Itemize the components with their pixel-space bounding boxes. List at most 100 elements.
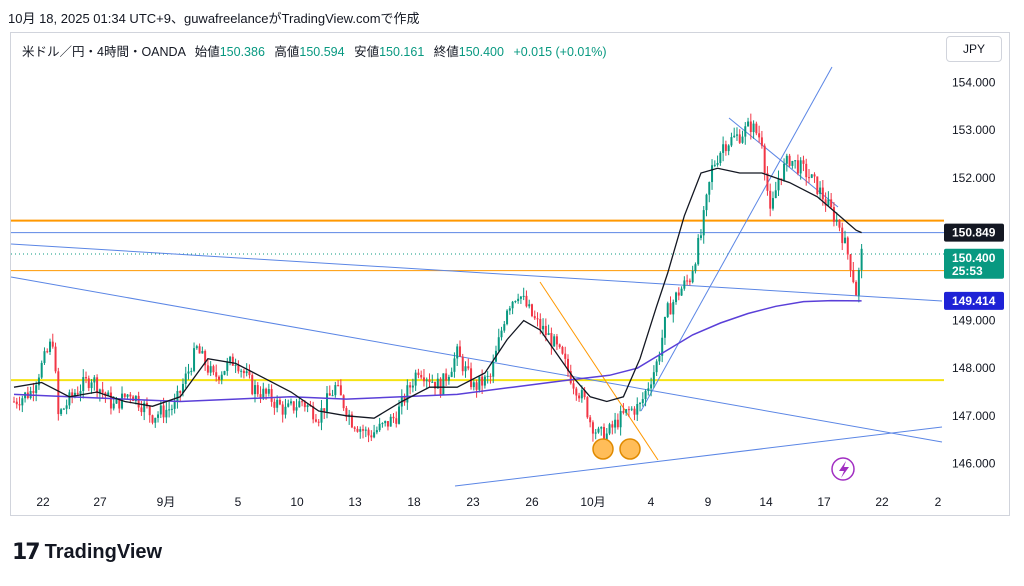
candle-body xyxy=(785,155,788,164)
candle-body xyxy=(464,366,467,372)
candle-body xyxy=(314,419,317,422)
candle-body xyxy=(594,432,597,434)
candle-body xyxy=(663,316,666,338)
candle-body xyxy=(697,237,700,265)
marker-circle xyxy=(619,438,641,460)
candle-body xyxy=(470,368,473,388)
candle-body xyxy=(821,187,824,200)
candle-body xyxy=(386,421,389,427)
time-axis-label: 13 xyxy=(348,495,362,509)
legend-close-label: 終値 xyxy=(433,45,459,59)
resistance-trendline xyxy=(10,243,943,302)
candle-body xyxy=(112,403,115,409)
candle-body xyxy=(317,421,320,423)
candle-body xyxy=(711,165,714,183)
candle-body xyxy=(123,393,126,397)
candle-body xyxy=(591,422,594,434)
candle-body xyxy=(40,362,43,378)
candle-body xyxy=(475,382,478,390)
candle-body xyxy=(511,301,514,309)
candle-body xyxy=(173,401,176,409)
candle-body xyxy=(364,429,367,431)
candle-body xyxy=(744,126,747,137)
candle-body xyxy=(43,351,46,363)
candle-body xyxy=(508,308,511,311)
currency-button[interactable]: JPY xyxy=(946,36,1002,62)
symbol-legend[interactable]: 米ドル／円・4時間・OANDA 始値150.386 高値150.594 安値15… xyxy=(22,41,607,60)
candle-body xyxy=(253,385,256,395)
time-axis-label: 9 xyxy=(705,495,712,509)
candle-body xyxy=(65,405,68,409)
candle-body xyxy=(857,270,860,296)
candle-body xyxy=(411,385,414,388)
candle-body xyxy=(220,374,223,380)
orange-trendline xyxy=(539,281,659,461)
candle-body xyxy=(575,388,578,396)
candle-body xyxy=(633,408,636,415)
candle-body xyxy=(137,395,140,408)
legend-high-value: 150.594 xyxy=(299,45,345,59)
candle-body xyxy=(231,356,234,366)
candle-body xyxy=(774,190,777,199)
candle-body xyxy=(101,389,104,393)
candle-body xyxy=(281,404,284,415)
candle-body xyxy=(564,353,567,359)
candle-body xyxy=(467,366,470,369)
moving-average-short-line xyxy=(13,167,862,419)
candle-body xyxy=(852,270,855,283)
candle-body xyxy=(500,330,503,338)
candle-body xyxy=(367,429,370,436)
candle-body xyxy=(35,385,38,393)
candle-body xyxy=(483,376,486,386)
candle-body xyxy=(73,392,76,397)
candle-body xyxy=(245,371,248,374)
candle-body xyxy=(298,401,301,408)
candle-body xyxy=(312,405,315,420)
candle-body xyxy=(422,377,425,382)
candle-body xyxy=(547,333,550,336)
candle-body xyxy=(719,152,722,164)
candle-body xyxy=(179,390,182,393)
price-axis-label: 154.000 xyxy=(952,76,996,90)
candle-body xyxy=(733,135,736,138)
candle-body xyxy=(60,409,63,415)
candle-body xyxy=(807,177,810,179)
candle-body xyxy=(846,237,849,255)
candle-body xyxy=(544,325,547,336)
candle-body xyxy=(652,372,655,385)
candle-body xyxy=(824,199,827,206)
candle-body xyxy=(359,429,362,432)
candle-body xyxy=(791,160,794,166)
candle-body xyxy=(331,395,334,397)
lightning-bolt xyxy=(839,461,849,478)
candle-body xyxy=(226,361,229,372)
candle-body xyxy=(555,336,558,345)
candle-body xyxy=(603,426,606,443)
brand-logo[interactable]: 17 TradingView xyxy=(12,540,162,565)
candle-body xyxy=(760,137,763,146)
candle-body xyxy=(198,346,201,354)
candle-body xyxy=(398,406,401,424)
candle-body xyxy=(98,389,101,394)
candle-body xyxy=(619,411,622,428)
candle-body xyxy=(107,392,110,397)
candle-body xyxy=(608,424,611,434)
candle-body xyxy=(159,405,162,415)
candle-body xyxy=(115,398,118,404)
candle-body xyxy=(328,393,331,396)
candle-body xyxy=(49,341,52,352)
price-tag-box xyxy=(944,291,1004,310)
trend-lines xyxy=(10,66,943,487)
down-trendline xyxy=(10,276,943,443)
candle-body xyxy=(522,295,525,297)
price-axis-label: 149.000 xyxy=(952,314,996,328)
candle-body xyxy=(303,402,306,408)
candle-body xyxy=(378,423,381,431)
candle-body xyxy=(691,271,694,283)
candle-body xyxy=(82,377,85,392)
candle-body xyxy=(276,399,279,408)
candle-body xyxy=(583,390,586,398)
